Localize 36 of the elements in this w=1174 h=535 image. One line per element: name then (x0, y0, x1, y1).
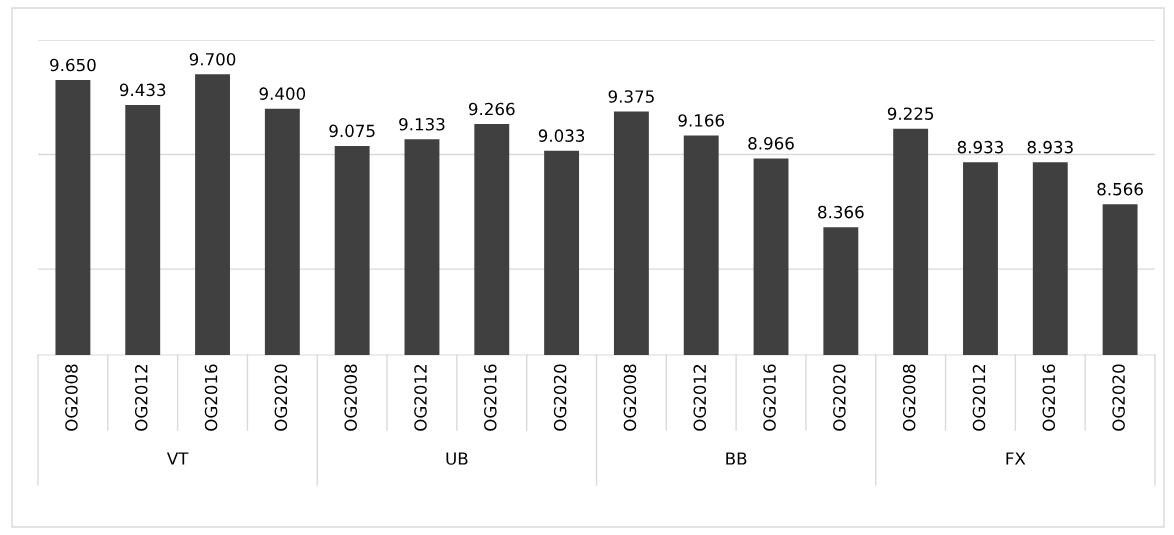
data-label: 9.400 (259, 87, 306, 100)
x-tick-label: OG2020 (274, 364, 288, 431)
x-tick-label: OG2020 (833, 364, 846, 431)
x-tick-label: OG2016 (484, 364, 497, 431)
x-tick-label: OG2016 (204, 364, 218, 431)
x-tick-label: OG2008 (65, 364, 78, 431)
data-label: 9.075 (329, 124, 375, 138)
data-label: 9.033 (538, 129, 585, 142)
x-tick-label: OG2012 (693, 365, 707, 431)
x-tick-label: OG2016 (1042, 364, 1056, 431)
x-tick-label: OG2008 (902, 364, 916, 431)
data-label: 9.225 (887, 107, 934, 120)
data-label: 9.375 (608, 90, 654, 103)
text: VT (166, 452, 189, 465)
data-label: 8.366 (818, 205, 864, 219)
text: FX (1006, 452, 1026, 465)
data-label: 9.266 (468, 102, 515, 116)
data-label: 9.433 (119, 83, 166, 97)
data-label: 9.166 (678, 114, 725, 127)
x-tick-label: OG2008 (344, 364, 357, 431)
text: UB (446, 452, 468, 465)
data-label: 8.966 (748, 137, 794, 150)
x-tick-label: OG2020 (1112, 364, 1125, 431)
data-label: 8.566 (1097, 182, 1143, 196)
data-label: 8.933 (957, 140, 1003, 154)
x-tick-label: OG2016 (763, 364, 776, 431)
data-label: 9.133 (399, 117, 445, 131)
data-label: 9.650 (50, 58, 96, 72)
x-tick-label: OG2012 (972, 365, 986, 431)
x-tick-label: OG2012 (134, 365, 148, 431)
x-tick-label: OG2012 (414, 365, 427, 431)
text: BB (726, 452, 747, 465)
x-tick-label: OG2008 (623, 364, 637, 431)
data-label: 9.700 (189, 52, 236, 66)
data-label: 8.933 (1027, 140, 1073, 154)
x-tick-label: OG2020 (553, 364, 567, 431)
